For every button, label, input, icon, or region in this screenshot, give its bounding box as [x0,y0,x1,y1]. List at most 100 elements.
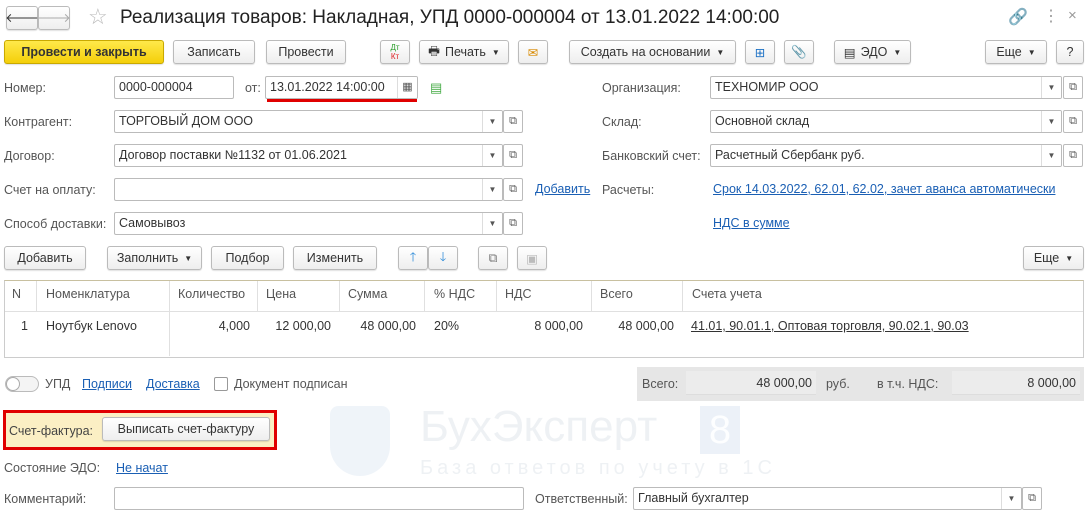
number-label: Номер: [4,81,46,95]
watermark-num: 8 [700,406,740,454]
col-divider [496,281,497,311]
col-header-item[interactable]: Номенклатура [46,287,130,301]
col-divider [424,281,425,311]
issue-invoice-button[interactable]: Выписать счет-фактуру [102,417,270,441]
col-header-total[interactable]: Всего [600,287,633,301]
responsible-field[interactable]: Главный бухгалтер ▼ [633,487,1022,510]
contract-label: Договор: [4,149,55,163]
chevron-down-icon[interactable]: ▼ [482,213,502,234]
col-header-vat[interactable]: НДС [505,287,532,301]
delivery-link[interactable]: Доставка [146,377,200,391]
chevron-down-icon[interactable]: ▼ [482,145,502,166]
cell-price: 12 000,00 [275,319,331,333]
delivery-field[interactable]: Самовывоз ▼ [114,212,503,235]
email-button[interactable]: ✉ [518,40,548,64]
calendar-icon[interactable]: ▦ [397,77,417,98]
counterparty-field[interactable]: ТОРГОВЫЙ ДОМ ООО ▼ [114,110,503,133]
help-button[interactable]: ? [1056,40,1084,64]
chevron-down-icon[interactable]: ▼ [1001,488,1021,509]
attach-button[interactable]: 📎 [784,40,814,64]
table-more-button[interactable]: Еще ▼ [1023,246,1084,270]
col-header-accounts[interactable]: Счета учета [692,287,762,301]
open-counterparty-button[interactable]: ⧉ [503,110,523,133]
invoice-field[interactable]: ▼ [114,178,503,201]
chevron-down-icon[interactable]: ▼ [1041,77,1061,98]
more-menu-icon[interactable]: ⋮ [1043,8,1059,25]
col-header-sum[interactable]: Сумма [348,287,388,301]
col-header-vat-rate[interactable]: % НДС [434,287,476,301]
settlements-link[interactable]: Срок 14.03.2022, 62.01, 62.02, зачет ава… [713,182,1056,196]
more-button[interactable]: Еще ▼ [985,40,1047,64]
page-title: Реализация товаров: Накладная, УПД 0000-… [120,7,780,28]
edo-button[interactable]: ▤ ЭДО ▼ [834,40,911,64]
post-button[interactable]: Провести [266,40,346,64]
col-header-n[interactable]: N [12,287,22,301]
chevron-down-icon[interactable]: ▼ [482,111,502,132]
save-button[interactable]: Записать [173,40,255,64]
date-field[interactable]: 13.01.2022 14:00:00 ▦ [265,76,418,99]
number-field[interactable]: 0000-000004 [114,76,234,99]
col-header-qty[interactable]: Количество [178,287,246,301]
cell-accounts-link[interactable]: 41.01, 90.01.1, Оптовая торговля, 90.02.… [691,319,969,333]
copy-button[interactable]: ⧉ [478,246,508,270]
pick-button[interactable]: Подбор [211,246,284,270]
cell-vat: 8 000,00 [534,319,583,333]
col-divider [36,281,37,311]
cell-item: Ноутбук Lenovo [46,319,137,333]
table-more-label: Еще [1033,251,1060,265]
edo-state-label: Состояние ЭДО: [4,461,101,475]
fill-button[interactable]: Заполнить ▼ [107,246,202,270]
table-header-separator [5,311,1083,312]
structure-button[interactable]: ⊞ [745,40,775,64]
goods-table [4,280,1084,358]
col-divider [339,281,340,311]
open-responsible-button[interactable]: ⧉ [1022,487,1042,510]
watermark-num-text: 8 [708,408,732,452]
chevron-down-icon[interactable]: ▼ [482,179,502,200]
chevron-down-icon: ▼ [184,253,193,263]
counterparty-label: Контрагент: [4,115,73,129]
paste-button[interactable]: ▣ [517,246,547,270]
forward-button[interactable]: 🡒 [37,6,71,30]
open-org-button[interactable]: ⧉ [1063,76,1083,99]
col-header-price[interactable]: Цена [266,287,297,301]
dt-kt-button[interactable]: Дт Кт [380,40,410,64]
chevron-down-icon: ▼ [716,47,725,57]
responsible-label: Ответственный: [535,492,628,506]
org-field[interactable]: ТЕХНОМИР ООО ▼ [710,76,1062,99]
chevron-down-icon: ▼ [1027,47,1036,57]
vat-link[interactable]: НДС в сумме [713,216,790,230]
warehouse-field[interactable]: Основной склад ▼ [710,110,1062,133]
document-check-icon[interactable]: ▤ [430,80,443,95]
edit-button[interactable]: Изменить [293,246,377,270]
move-up-button[interactable]: 🡑 [398,246,428,270]
back-button[interactable]: 🡐 [5,6,39,30]
total-value: 48 000,00 [686,371,816,395]
col-divider [257,281,258,311]
create-based-on-button[interactable]: Создать на основании ▼ [569,40,736,64]
comment-field[interactable] [114,487,524,510]
signatures-link[interactable]: Подписи [82,377,132,391]
bank-field[interactable]: Расчетный Сбербанк руб. ▼ [710,144,1062,167]
upd-toggle[interactable] [5,376,39,392]
add-row-button[interactable]: Добавить [4,246,86,270]
favorite-star-icon[interactable]: ☆ [88,4,108,29]
open-warehouse-button[interactable]: ⧉ [1063,110,1083,133]
chevron-down-icon[interactable]: ▼ [1041,111,1061,132]
signed-checkbox[interactable] [214,377,228,391]
col-divider [169,281,170,356]
close-icon[interactable]: × [1068,7,1077,24]
open-contract-button[interactable]: ⧉ [503,144,523,167]
edo-state-link[interactable]: Не начат [116,461,168,475]
move-down-button[interactable]: 🡓 [428,246,458,270]
open-bank-button[interactable]: ⧉ [1063,144,1083,167]
chevron-down-icon[interactable]: ▼ [1041,145,1061,166]
post-and-close-button[interactable]: Провести и закрыть [4,40,164,64]
edo-label: ЭДО [860,45,888,59]
open-delivery-button[interactable]: ⧉ [503,212,523,235]
contract-field[interactable]: Договор поставки №1132 от 01.06.2021 ▼ [114,144,503,167]
add-invoice-link[interactable]: Добавить [535,182,591,196]
open-invoice-button[interactable]: ⧉ [503,178,523,201]
print-button[interactable]: 🖶 Печать ▼ [419,40,509,64]
link-icon[interactable]: 🔗 [1008,9,1028,26]
